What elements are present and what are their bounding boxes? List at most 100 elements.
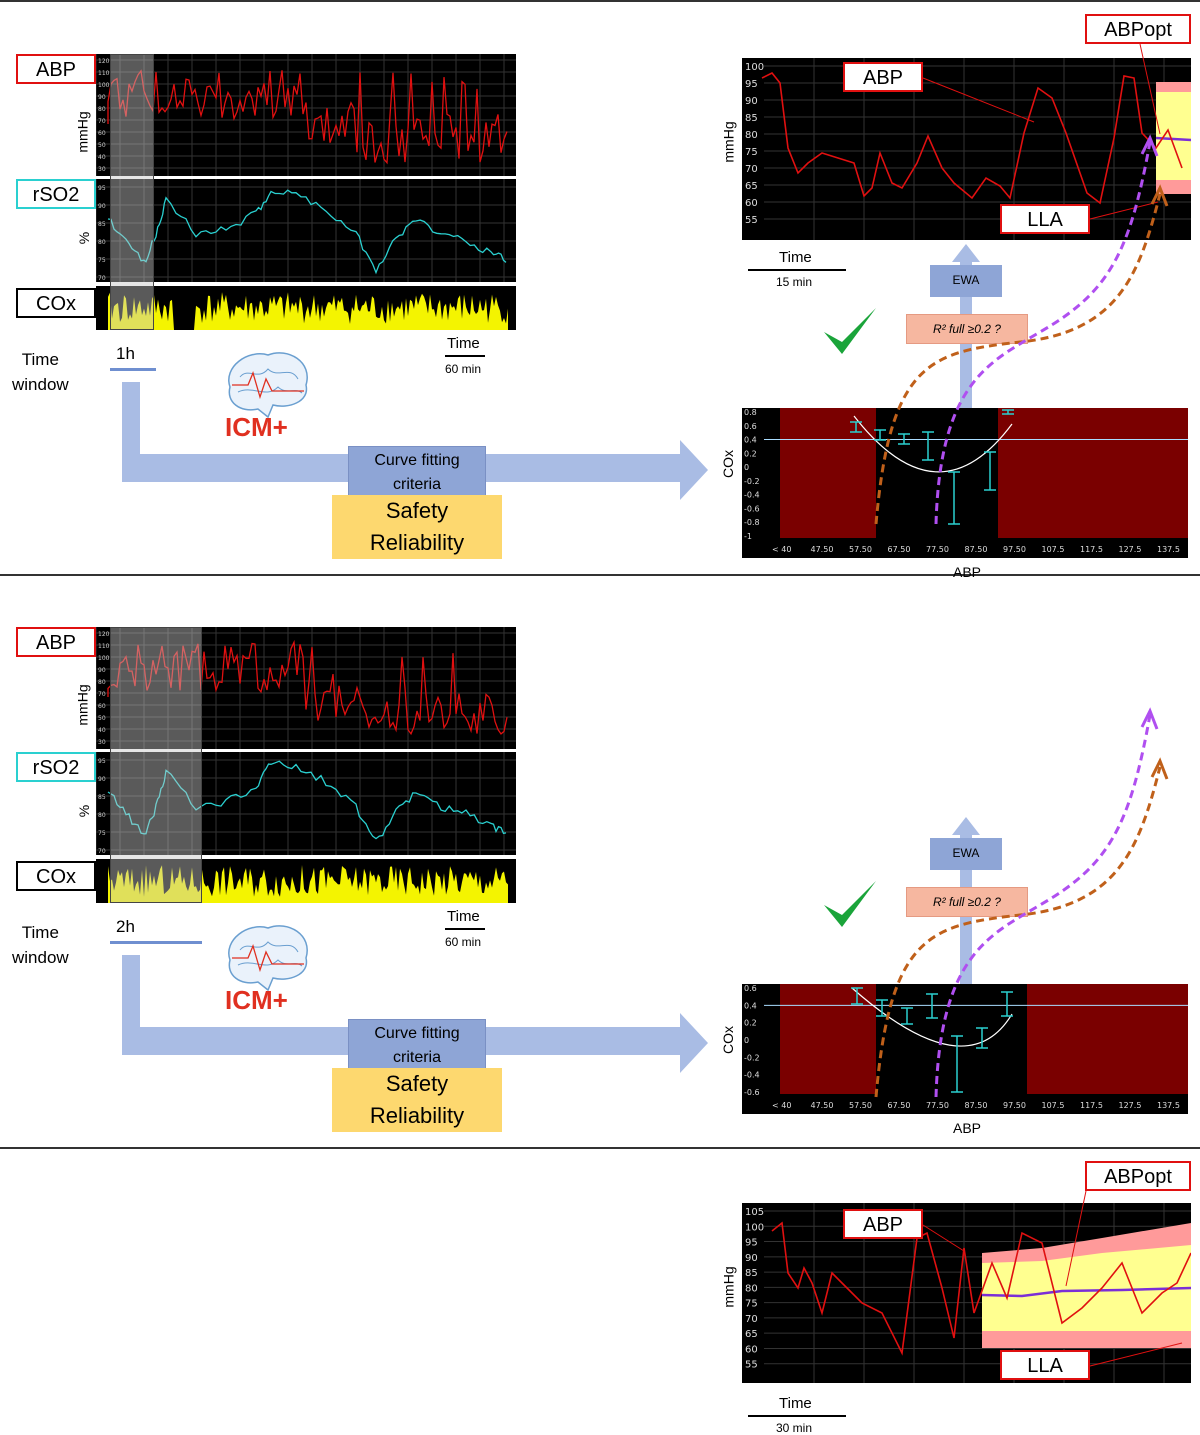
- abp-unit-label: mmHg: [74, 111, 91, 153]
- abp-bin-tick: 47.50: [811, 545, 834, 554]
- svg-text:80: 80: [98, 812, 106, 819]
- abp-unit-label: mmHg: [74, 684, 91, 726]
- abp-label: ABP: [16, 54, 96, 84]
- time-scale-value: 60 min: [445, 362, 482, 376]
- rso2-label: rSO2: [16, 179, 96, 209]
- svg-text:50: 50: [98, 142, 106, 149]
- abp-axis-label: ABP: [953, 564, 982, 580]
- cox-y-tick: -0.2: [744, 477, 760, 486]
- abpopt-dashed-arrow: [934, 714, 1152, 1098]
- svg-text:95: 95: [98, 758, 106, 765]
- abp-bin-tick: 107.5: [1042, 545, 1065, 554]
- svg-text:110: 110: [98, 70, 110, 77]
- svg-text:100: 100: [98, 82, 110, 89]
- trend-time-label: Time: [779, 1395, 812, 1412]
- cox-y-tick: 0.4: [744, 436, 757, 445]
- safety-reliability-box: Safety Reliability: [332, 495, 502, 559]
- icm-logo-text: ICM+: [225, 412, 288, 442]
- rso2-trace-chart: 95 90 85 80 75 70: [96, 752, 516, 855]
- cox-y-tick: -0.6: [744, 504, 760, 513]
- svg-text:30: 30: [98, 739, 106, 746]
- cox-y-tick: 0: [744, 463, 749, 472]
- checkmark-icon: [824, 881, 876, 927]
- unsafe-high-region: [998, 408, 1188, 538]
- reliability-text: Reliability: [369, 530, 465, 555]
- time-window-selection[interactable]: [110, 627, 202, 903]
- lla-label: LLA: [1000, 204, 1090, 234]
- unsafe-low-region: [780, 984, 876, 1094]
- cox-axis-label: COx: [720, 450, 736, 478]
- right-y-tick: 75: [745, 147, 758, 158]
- svg-text:100: 100: [98, 655, 110, 662]
- svg-text:70: 70: [98, 275, 106, 282]
- trend-abp-label: ABP: [843, 62, 923, 92]
- abp-bin-tick: 117.5: [1080, 545, 1103, 554]
- lla-dashed-arrow: [874, 193, 1162, 525]
- abp-bin-tick: 77.50: [926, 1101, 949, 1110]
- abp-bin-tick: 117.5: [1080, 1101, 1103, 1110]
- checkmark-icon: [824, 308, 876, 354]
- abpopt-dashed-arrow: [934, 141, 1152, 525]
- svg-text:90: 90: [98, 776, 106, 783]
- svg-text:80: 80: [98, 239, 106, 246]
- right-y-tick: 60: [745, 198, 758, 209]
- right-y-tick: 65: [745, 181, 758, 192]
- dashed-arrows: [874, 707, 1169, 1098]
- top-border: [0, 0, 1200, 2]
- cox-label: COx: [16, 861, 96, 891]
- rso2-label: rSO2: [16, 752, 96, 782]
- trend-time-bar: [748, 269, 846, 271]
- abp-bin-tick: 97.50: [1003, 545, 1026, 554]
- time-scale-label: Time: [447, 908, 480, 925]
- abp-bin-tick: 97.50: [1003, 1101, 1026, 1110]
- safety-reliability-box: Safety Reliability: [332, 1068, 502, 1132]
- svg-text:120: 120: [98, 58, 110, 65]
- flow-arrow: [122, 955, 708, 1073]
- cox-y-tick: 0.4: [744, 1001, 757, 1010]
- cox-y-tick: 0: [744, 1036, 749, 1045]
- cox-trace-chart: [96, 286, 516, 330]
- abp-bin-tick: 47.50: [811, 1101, 834, 1110]
- abp-bin-tick: 87.50: [965, 1101, 988, 1110]
- abp-bin-tick: 67.50: [888, 545, 911, 554]
- icm-logo: [228, 925, 308, 992]
- icm-logo-text: ICM+: [225, 985, 288, 1015]
- cox-y-tick: 0.8: [744, 408, 757, 417]
- rso2-unit-label: %: [76, 231, 93, 245]
- panel-divider: [0, 574, 1200, 576]
- time-scale-bar: [445, 928, 485, 930]
- abp-bin-tick: 77.50: [926, 545, 949, 554]
- svg-text:90: 90: [98, 667, 106, 674]
- abp-bin-tick: 127.5: [1119, 545, 1142, 554]
- abp-bin-tick: 87.50: [965, 545, 988, 554]
- abp-bin-tick: 57.50: [849, 545, 872, 554]
- svg-text:70: 70: [98, 848, 106, 855]
- time-window-selection[interactable]: [110, 54, 154, 330]
- curve-fitting-box: Curve fitting criteria: [348, 1019, 486, 1069]
- time-window-value: 1h: [116, 344, 135, 363]
- svg-text:60: 60: [98, 130, 106, 137]
- time-scale-value: 60 min: [445, 935, 482, 949]
- right-y-tick: 100: [745, 62, 764, 73]
- abp-bin-tick: 137.5: [1157, 545, 1180, 554]
- cox-y-tick: 0.2: [744, 1019, 757, 1028]
- unsafe-high-region: [1027, 984, 1188, 1094]
- cox-label: COx: [16, 288, 96, 318]
- abp-bin-tick: 67.50: [888, 1101, 911, 1110]
- svg-text:40: 40: [98, 154, 106, 161]
- cox-axis-label: COx: [720, 1026, 736, 1054]
- time-window-bar: [110, 368, 156, 371]
- cox-trace-chart: [96, 859, 516, 903]
- cox-y-tick: -1: [744, 532, 752, 541]
- curve-fitting-box: Curve fitting criteria: [348, 446, 486, 496]
- time-scale-bar: [445, 355, 485, 357]
- svg-text:75: 75: [98, 257, 106, 264]
- svg-text:90: 90: [98, 203, 106, 210]
- abp-trend-chart: 100 95 90 85 80 75 70 65 60 55: [742, 58, 1191, 240]
- cox-y-tick: 0.2: [744, 449, 757, 458]
- svg-text:50: 50: [98, 715, 106, 722]
- abp-bin-tick: 137.5: [1157, 1101, 1180, 1110]
- unsafe-low-region: [780, 408, 876, 538]
- cox-y-tick: 0.6: [744, 984, 757, 993]
- svg-text:60: 60: [98, 703, 106, 710]
